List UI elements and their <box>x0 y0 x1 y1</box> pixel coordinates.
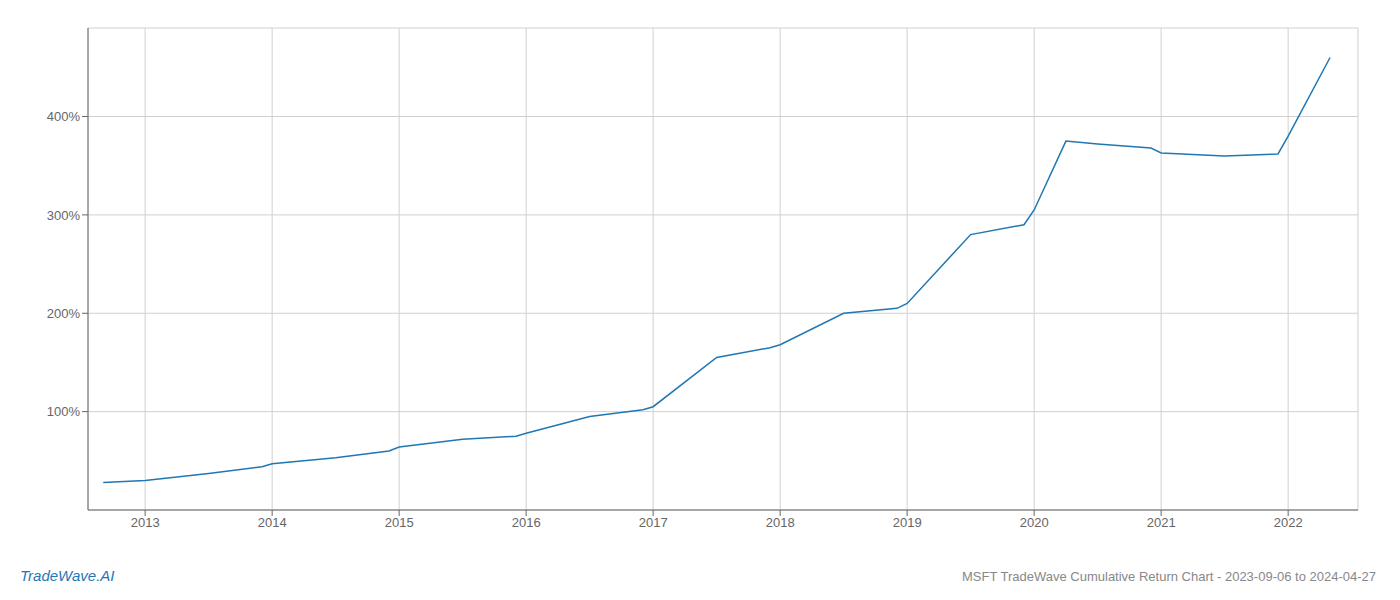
svg-text:2017: 2017 <box>639 515 668 530</box>
svg-text:2013: 2013 <box>131 515 160 530</box>
html-text:MSFT TradeWave Cumulative Retu: MSFT TradeWave Cumulative Return Chart -… <box>962 569 1376 584</box>
svg-text:2021: 2021 <box>1147 515 1176 530</box>
svg-text:2019: 2019 <box>893 515 922 530</box>
svg-text:2014: 2014 <box>258 515 287 530</box>
svg-text:2018: 2018 <box>766 515 795 530</box>
svg-text:200%: 200% <box>47 306 81 321</box>
svg-text:300%: 300% <box>47 208 81 223</box>
svg-text:2016: 2016 <box>512 515 541 530</box>
svg-text:2020: 2020 <box>1020 515 1049 530</box>
html-text:TradeWave.AI: TradeWave.AI <box>20 567 115 584</box>
svg-text:2022: 2022 <box>1274 515 1303 530</box>
svg-text:2015: 2015 <box>385 515 414 530</box>
svg-text:100%: 100% <box>47 404 81 419</box>
svg-text:400%: 400% <box>47 109 81 124</box>
